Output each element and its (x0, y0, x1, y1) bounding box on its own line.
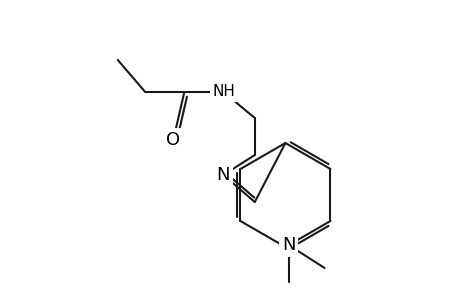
Text: O: O (166, 131, 180, 149)
Text: N: N (216, 166, 230, 184)
Text: NH: NH (212, 85, 235, 100)
Text: N: N (281, 236, 295, 254)
